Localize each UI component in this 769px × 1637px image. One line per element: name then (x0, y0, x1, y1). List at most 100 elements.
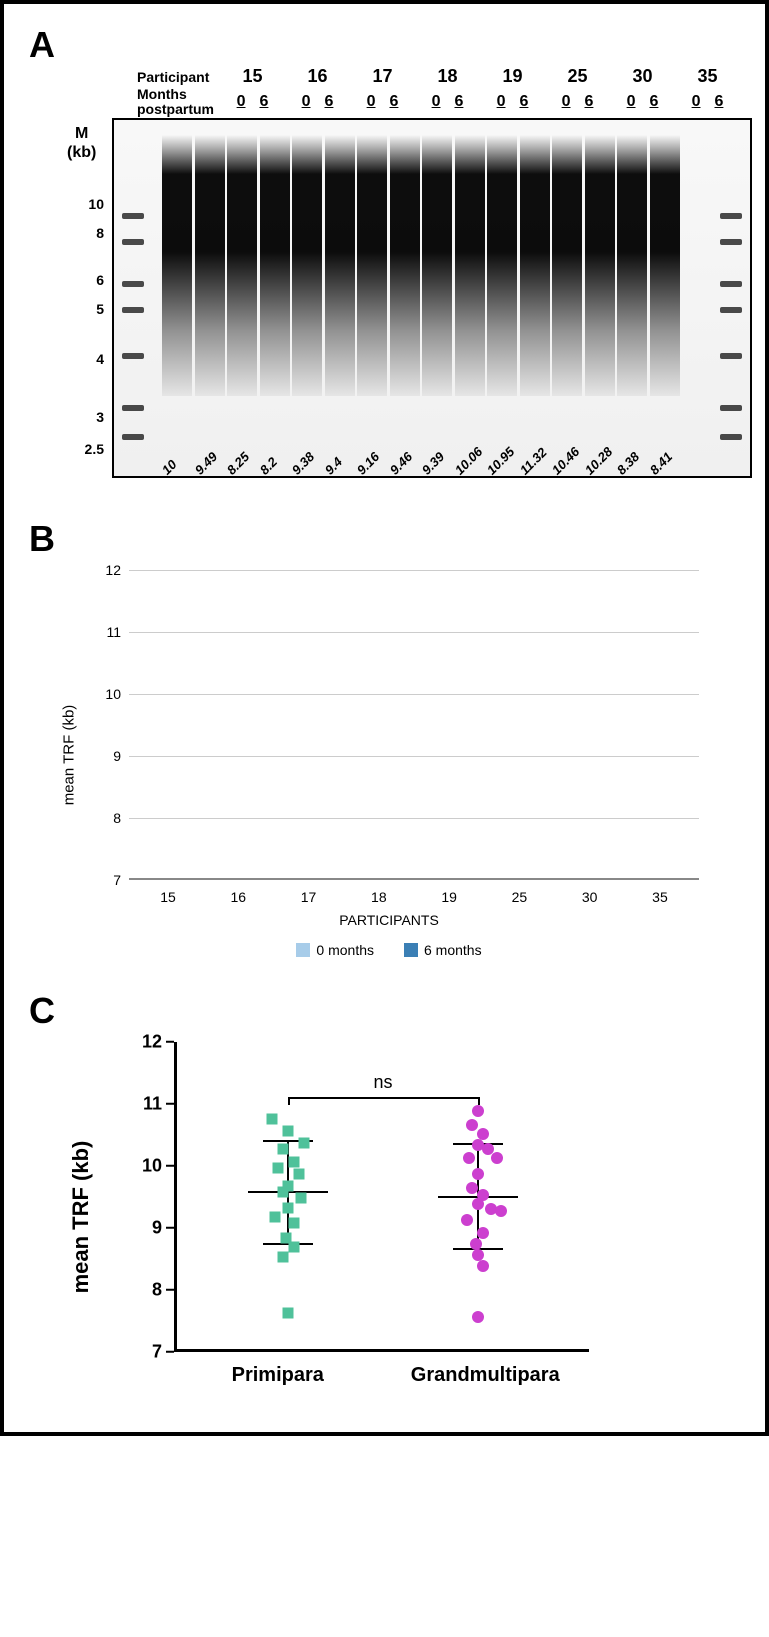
scatter-point (299, 1138, 310, 1149)
gel-lane (455, 135, 485, 396)
scatter-point (277, 1144, 288, 1155)
months-pair: 06 (415, 93, 480, 111)
gel-lane (552, 135, 582, 396)
scatter-point (288, 1156, 299, 1167)
legend-label: 0 months (316, 942, 374, 958)
chart-b-xtick: 16 (209, 889, 267, 905)
gel-lane (292, 135, 322, 396)
scatter-point (472, 1168, 484, 1180)
chart-b-ytick: 8 (113, 810, 121, 826)
participant-number: 35 (675, 66, 740, 87)
chart-b-ytick: 9 (113, 748, 121, 764)
gel-lane (260, 135, 290, 396)
panel-b: B mean TRF (kb) 789101112 15161718192530… (29, 518, 740, 950)
scatter-point (277, 1187, 288, 1198)
panel-a-label: A (29, 24, 740, 66)
participant-number: 18 (415, 66, 480, 87)
months-pair: 06 (480, 93, 545, 111)
gel-lane (487, 135, 517, 396)
chart-b-xtick: 30 (561, 889, 619, 905)
marker-label: 3 (96, 409, 104, 425)
scatter-point (477, 1260, 489, 1272)
chart-b-ytick: 11 (106, 624, 121, 640)
chart-b-yaxis: 789101112 (69, 570, 129, 880)
participant-number: 19 (480, 66, 545, 87)
months-pair: 06 (545, 93, 610, 111)
scatter-point (472, 1198, 484, 1210)
chart-c-plot: ns (174, 1042, 589, 1352)
gel-lane (585, 135, 615, 396)
scatter-point (463, 1152, 475, 1164)
chart-b-ytick: 7 (113, 872, 121, 888)
panel-c-label: C (29, 990, 740, 1032)
marker-header: M (kb) (67, 124, 96, 162)
gel-lane (650, 135, 680, 396)
gel-lane (617, 135, 647, 396)
scatter-point (466, 1119, 478, 1131)
scatter-point (296, 1193, 307, 1204)
figure-container: A Participant 1516171819253035 Months po… (0, 0, 769, 1436)
scatter-point (267, 1113, 278, 1124)
scatter-point (461, 1214, 473, 1226)
gel-image (112, 118, 752, 478)
chart-b-xtick: 19 (420, 889, 478, 905)
chart-b-xtick: 35 (631, 889, 689, 905)
chart-b-ytick: 12 (105, 562, 121, 578)
legend-swatch (296, 943, 310, 957)
participant-row: Participant 1516171819253035 (137, 66, 740, 87)
scatter-point (270, 1211, 281, 1222)
scatter-point (283, 1202, 294, 1213)
scatter-point (283, 1308, 294, 1319)
months-pair: 06 (610, 93, 675, 111)
chart-b-ytick: 10 (105, 686, 121, 702)
chart-c-xtick: Grandmultipara (382, 1364, 590, 1387)
scatter-point (472, 1311, 484, 1323)
scatter-chart: mean TRF (kb) 789101112 ns PrimiparaGran… (89, 1032, 629, 1402)
chart-c-ytick: 7 (152, 1341, 162, 1362)
scatter-point (477, 1227, 489, 1239)
chart-c-xtick: Primipara (174, 1364, 382, 1387)
chart-b-xtick: 15 (139, 889, 197, 905)
marker-label: 6 (96, 272, 104, 288)
gel-lane (357, 135, 387, 396)
chart-b-xaxis: 1516171819253035 (129, 889, 699, 905)
participant-number: 17 (350, 66, 415, 87)
panel-b-label: B (29, 518, 740, 560)
chart-c-ytick: 11 (143, 1093, 162, 1114)
scatter-point (293, 1168, 304, 1179)
participant-label: Participant (137, 69, 220, 85)
chart-c-ytick: 9 (152, 1217, 162, 1238)
marker-label: 4 (96, 351, 104, 367)
months-pair: 06 (675, 93, 740, 111)
gel-lane (325, 135, 355, 396)
scatter-point (283, 1125, 294, 1136)
marker-label: 5 (96, 301, 104, 317)
chart-c-ytick: 12 (142, 1031, 162, 1052)
marker-label: 10 (88, 196, 104, 212)
chart-c-ytick: 8 (152, 1279, 162, 1300)
chart-c-ytick: 10 (142, 1155, 162, 1176)
significance-label: ns (373, 1072, 392, 1093)
legend-swatch (404, 943, 418, 957)
marker-label: 2.5 (85, 441, 104, 457)
gel-lane (520, 135, 550, 396)
panel-a: A Participant 1516171819253035 Months po… (29, 24, 740, 478)
gel-lane (227, 135, 257, 396)
gel-section: Participant 1516171819253035 Months post… (29, 66, 740, 478)
legend-item: 6 months (404, 942, 482, 958)
marker-label: 8 (96, 225, 104, 241)
chart-b-xtick: 17 (280, 889, 338, 905)
months-pair: 06 (285, 93, 350, 111)
scatter-point (277, 1251, 288, 1262)
participant-number: 25 (545, 66, 610, 87)
chart-b-xtick: 25 (490, 889, 548, 905)
scatter-point (288, 1217, 299, 1228)
chart-c-xaxis: PrimiparaGrandmultipara (174, 1364, 589, 1387)
gel-lane-values: 109.498.258.29.389.49.169.469.3910.0610.… (160, 453, 680, 470)
bar-chart: mean TRF (kb) 789101112 1516171819253035… (69, 560, 709, 950)
gel-lane (422, 135, 452, 396)
months-row: Months postpartum 0606060606060606 (137, 87, 740, 118)
months-label: Months postpartum (137, 87, 220, 118)
chart-b-xlabel: PARTICIPANTS (69, 912, 709, 928)
gel-lane (162, 135, 192, 396)
